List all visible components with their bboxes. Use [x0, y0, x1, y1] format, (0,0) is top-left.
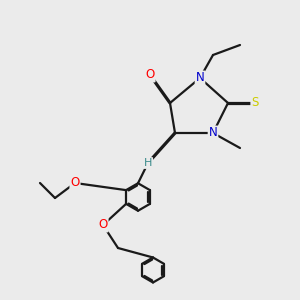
Text: N: N [208, 127, 217, 140]
Text: O: O [146, 68, 154, 82]
Text: O: O [98, 218, 108, 232]
Text: N: N [196, 71, 204, 85]
Text: O: O [70, 176, 80, 190]
Text: S: S [251, 97, 259, 110]
Text: H: H [144, 158, 152, 168]
